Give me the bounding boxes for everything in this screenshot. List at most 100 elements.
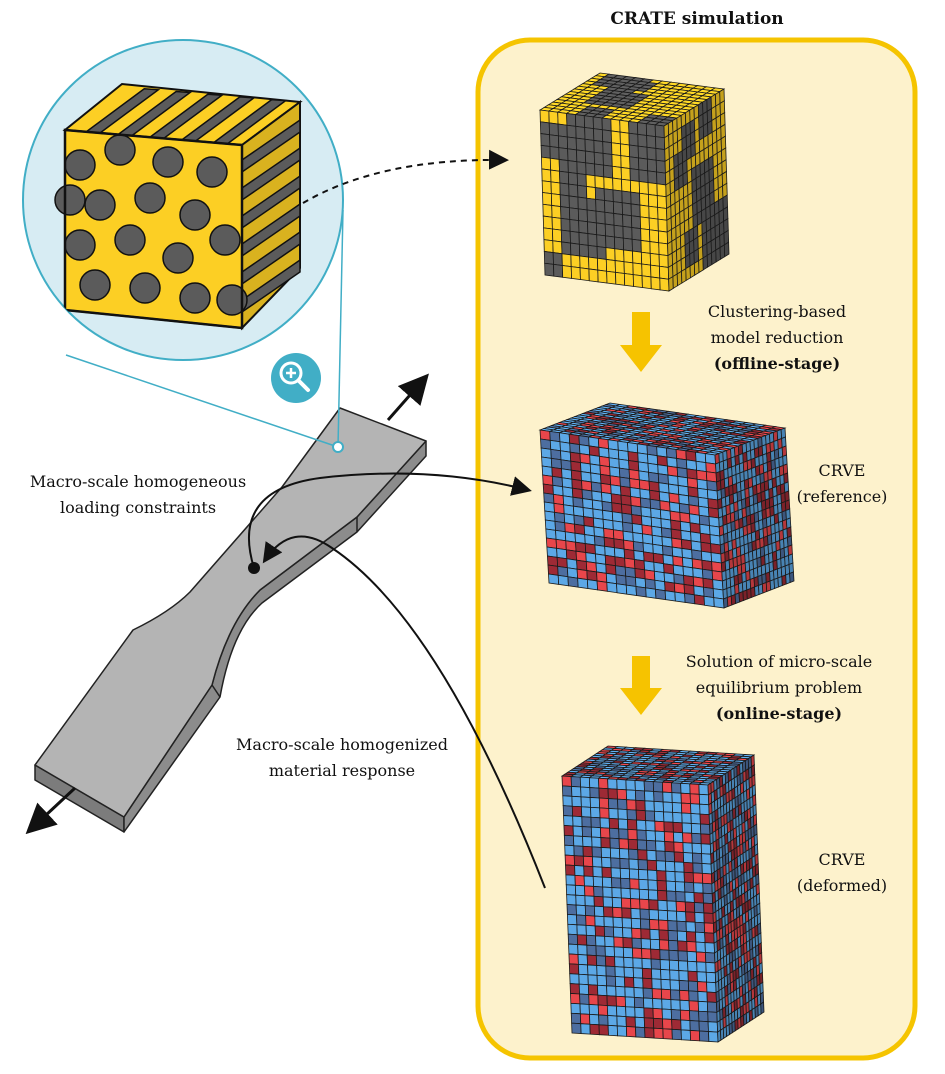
voxel bbox=[585, 924, 596, 937]
voxel bbox=[649, 919, 660, 931]
voxel bbox=[560, 229, 571, 244]
voxel bbox=[577, 944, 588, 956]
voxel bbox=[576, 914, 587, 926]
voxel bbox=[679, 999, 690, 1012]
voxel bbox=[689, 1030, 701, 1042]
voxel bbox=[552, 240, 563, 255]
loading-line-2: loading constraints bbox=[60, 498, 216, 517]
voxel bbox=[657, 218, 668, 233]
voxel bbox=[610, 118, 621, 133]
voxel bbox=[662, 801, 674, 813]
voxel bbox=[698, 793, 710, 806]
voxel bbox=[651, 988, 663, 1000]
voxel bbox=[672, 273, 678, 290]
voxel bbox=[585, 934, 597, 947]
voxel bbox=[565, 884, 577, 896]
voxel bbox=[621, 178, 632, 193]
voxel bbox=[579, 993, 590, 1005]
fiber-cross-section bbox=[79, 269, 111, 301]
voxel bbox=[663, 811, 674, 823]
crve-reference-label: CRVE (reference) bbox=[797, 461, 888, 506]
voxel bbox=[580, 806, 592, 818]
voxel bbox=[700, 843, 712, 855]
voxel bbox=[650, 948, 661, 960]
voxel bbox=[584, 127, 595, 141]
voxel bbox=[674, 591, 686, 603]
voxel bbox=[564, 844, 575, 857]
voxel bbox=[616, 1005, 627, 1018]
voxel bbox=[587, 244, 598, 259]
voxel bbox=[656, 870, 667, 882]
voxel bbox=[576, 173, 587, 187]
voxel bbox=[653, 791, 664, 803]
voxel bbox=[617, 808, 628, 820]
voxel bbox=[655, 159, 666, 174]
voxel bbox=[577, 208, 588, 223]
voxel bbox=[622, 927, 633, 939]
voxel bbox=[625, 789, 637, 801]
voxel bbox=[553, 263, 564, 278]
voxel bbox=[705, 961, 716, 974]
voxel bbox=[625, 1026, 637, 1038]
voxel bbox=[631, 947, 643, 959]
voxel bbox=[605, 258, 616, 273]
voxel bbox=[684, 901, 696, 913]
voxel bbox=[631, 937, 642, 949]
voxel bbox=[644, 1027, 655, 1039]
voxel bbox=[566, 112, 577, 127]
voxel bbox=[592, 876, 604, 888]
voxel bbox=[621, 907, 632, 919]
voxel bbox=[601, 129, 612, 144]
voxel bbox=[600, 837, 611, 849]
voxel bbox=[611, 165, 622, 180]
voxel bbox=[618, 838, 629, 850]
voxel bbox=[572, 815, 583, 827]
voxel bbox=[569, 973, 580, 985]
voxel bbox=[620, 155, 631, 170]
voxel bbox=[611, 887, 622, 899]
crve-deformed-label: CRVE (deformed) bbox=[797, 850, 887, 895]
voxel bbox=[597, 1004, 609, 1016]
voxel bbox=[649, 938, 661, 951]
voxel bbox=[656, 195, 667, 209]
voxel bbox=[607, 778, 618, 790]
voxel bbox=[675, 891, 686, 903]
voxel bbox=[682, 842, 693, 854]
voxel bbox=[572, 825, 583, 837]
voxel bbox=[647, 869, 658, 881]
voxel bbox=[578, 231, 589, 246]
voxel bbox=[695, 931, 706, 944]
voxel bbox=[671, 802, 683, 814]
voxel bbox=[577, 184, 588, 199]
voxel bbox=[616, 1025, 628, 1037]
voxel bbox=[650, 264, 661, 279]
voxel bbox=[587, 964, 598, 976]
voxel bbox=[641, 957, 652, 970]
voxel bbox=[656, 183, 667, 198]
voxel bbox=[686, 950, 698, 963]
voxel bbox=[696, 961, 707, 973]
voxel bbox=[650, 958, 661, 970]
voxel bbox=[610, 130, 621, 145]
voxel bbox=[683, 861, 694, 874]
voxel bbox=[557, 123, 568, 138]
voxel bbox=[692, 862, 703, 874]
voxel bbox=[612, 926, 624, 938]
voxel bbox=[579, 255, 590, 270]
voxel bbox=[594, 915, 605, 927]
fiber-cross-section bbox=[114, 224, 146, 256]
voxel bbox=[708, 1031, 719, 1043]
voxel bbox=[561, 785, 573, 797]
voxel bbox=[586, 579, 599, 591]
voxel bbox=[570, 993, 581, 1005]
voxel bbox=[595, 935, 606, 947]
voxel bbox=[678, 980, 690, 992]
voxel bbox=[676, 930, 688, 942]
voxel bbox=[612, 201, 623, 216]
voxel bbox=[705, 971, 717, 984]
voxel bbox=[588, 994, 599, 1006]
voxel bbox=[575, 137, 586, 152]
voxel bbox=[699, 813, 710, 825]
loading-constraints-arrow bbox=[247, 472, 532, 569]
voxel bbox=[654, 820, 665, 833]
